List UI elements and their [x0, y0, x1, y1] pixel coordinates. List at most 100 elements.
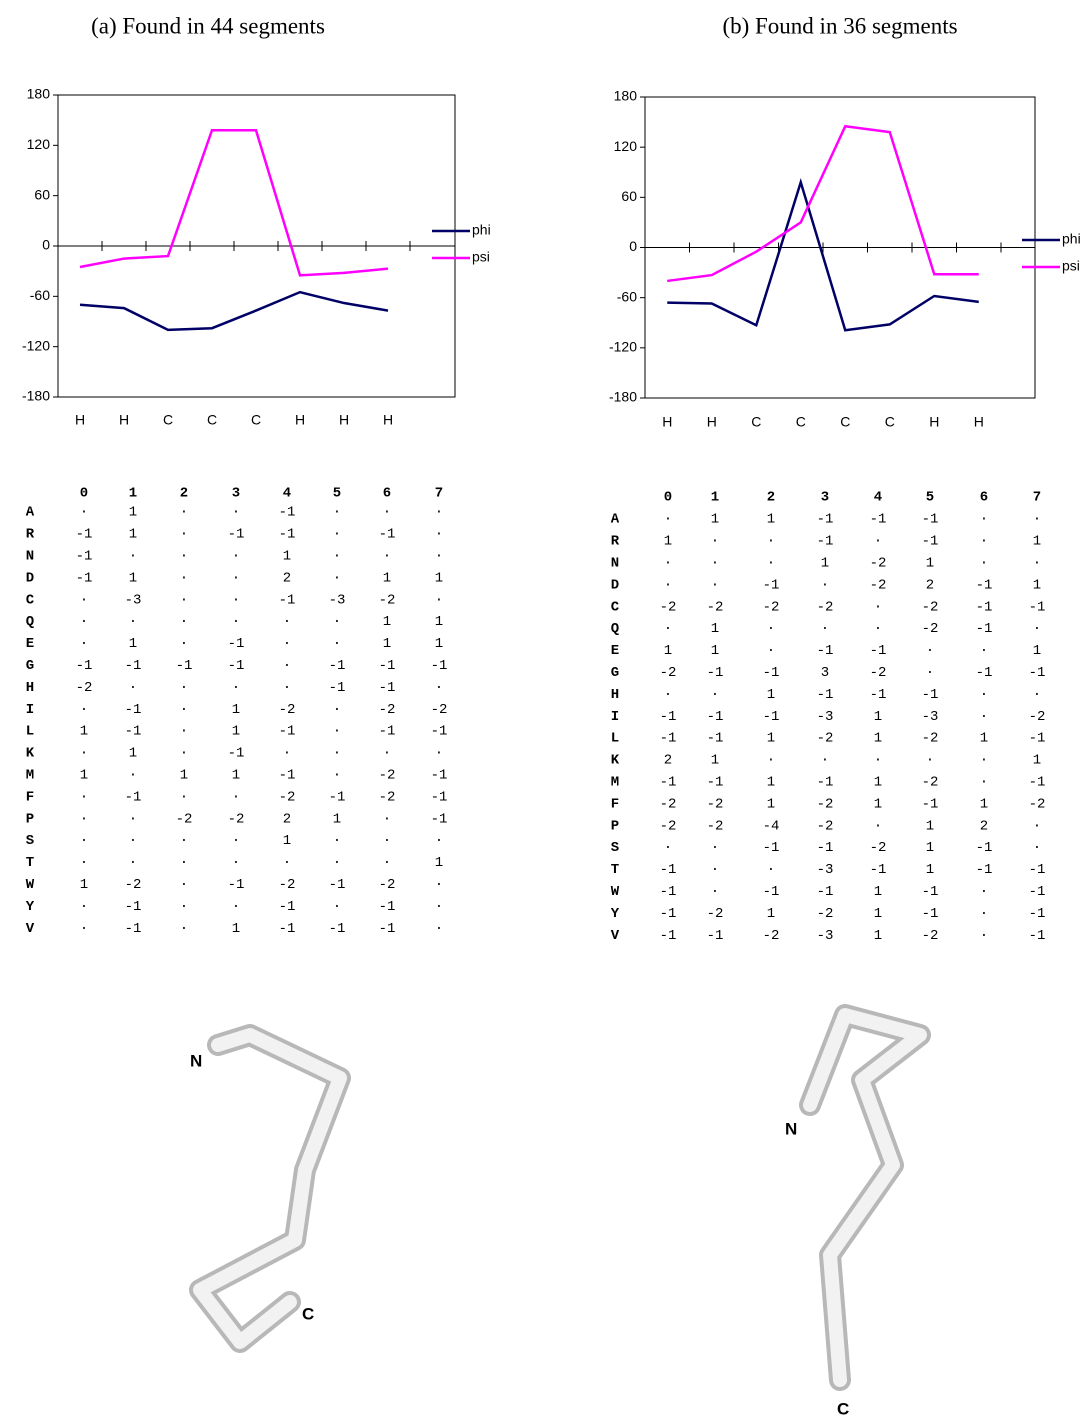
table-cell: ·	[333, 746, 341, 762]
table-cell: -2	[176, 811, 193, 827]
table-cell: ·	[80, 746, 88, 762]
table-cell: -2	[279, 702, 296, 718]
table-cell: ·	[980, 556, 988, 572]
table-cell: -1	[1029, 906, 1046, 922]
table-cell: ·	[333, 855, 341, 871]
table-cell: -1	[431, 811, 448, 827]
table-cell: -2	[922, 928, 939, 944]
table-cell: 1	[874, 796, 882, 812]
y-tick-label: -60	[30, 287, 50, 303]
table-cell: 1	[232, 702, 240, 718]
column-header: 3	[232, 486, 240, 502]
table-cell: 1	[232, 768, 240, 784]
table-cell: -1	[707, 709, 724, 725]
table-cell: -2	[379, 789, 396, 805]
table-cell: -1	[976, 599, 993, 615]
table-cell: -1	[922, 687, 939, 703]
table-cell: 1	[232, 724, 240, 740]
row-label: A	[26, 505, 35, 521]
table-cell: ·	[180, 855, 188, 871]
table-cell: -2	[707, 906, 724, 922]
table-cell: 1	[980, 731, 988, 747]
table-cell: ·	[333, 527, 341, 543]
row-label: S	[611, 840, 619, 856]
series-line	[667, 182, 979, 330]
table-cell: -2	[660, 796, 677, 812]
table-cell: ·	[664, 577, 672, 593]
table-cell: -2	[660, 818, 677, 834]
table-cell: 2	[283, 570, 291, 586]
table-cell: ·	[767, 556, 775, 572]
table-cell: -1	[660, 906, 677, 922]
table-cell: -1	[125, 702, 142, 718]
series-line	[80, 292, 388, 330]
column-header: 4	[283, 486, 291, 502]
table-cell: 1	[767, 796, 775, 812]
table-cell: ·	[821, 621, 829, 637]
table-cell: ·	[435, 592, 443, 608]
table-cell: -3	[125, 592, 142, 608]
table-cell: -1	[379, 658, 396, 674]
table-cell: ·	[283, 658, 291, 674]
table-cell: -1	[660, 775, 677, 791]
table-cell: -2	[870, 665, 887, 681]
table-cell: ·	[767, 621, 775, 637]
table-cell: ·	[80, 855, 88, 871]
table-cell: -1	[76, 570, 93, 586]
table-cell: 1	[711, 643, 719, 659]
table-cell: ·	[283, 855, 291, 871]
table-cell: ·	[232, 505, 240, 521]
c-terminus-label: C	[837, 1399, 849, 1418]
table-cell: -2	[379, 877, 396, 893]
table-cell: -2	[76, 680, 93, 696]
column-header: 0	[80, 486, 88, 502]
table-cell: 1	[664, 643, 672, 659]
table-cell: 1	[926, 818, 934, 834]
n-terminus-label: N	[190, 1051, 202, 1070]
table-cell: ·	[80, 811, 88, 827]
table-cell: ·	[283, 636, 291, 652]
table-cell: ·	[664, 621, 672, 637]
table-cell: -1	[763, 709, 780, 725]
row-label: S	[26, 833, 34, 849]
table-cell: ·	[333, 505, 341, 521]
x-tick-label: H	[339, 412, 349, 428]
x-tick-label: H	[929, 414, 939, 430]
table-cell: -1	[329, 680, 346, 696]
c-terminus-label: C	[302, 1304, 314, 1323]
table-cell: -1	[976, 577, 993, 593]
table-cell: -1	[763, 577, 780, 593]
table-cell: -1	[379, 921, 396, 937]
table-cell: ·	[874, 621, 882, 637]
table-cell: -1	[431, 724, 448, 740]
table-cell: 1	[874, 731, 882, 747]
table-cell: -2	[279, 877, 296, 893]
table-cell: 1	[767, 775, 775, 791]
table-cell: ·	[435, 877, 443, 893]
table-cell: 1	[711, 512, 719, 528]
table-cell: ·	[980, 906, 988, 922]
table-cell: -1	[228, 658, 245, 674]
row-label: Y	[611, 906, 620, 922]
table-cell: ·	[664, 687, 672, 703]
table-cell: 1	[874, 928, 882, 944]
table-cell: 1	[980, 796, 988, 812]
table-cell: -2	[817, 731, 834, 747]
table-cell: ·	[435, 680, 443, 696]
table-cell: -1	[1029, 665, 1046, 681]
row-label: C	[26, 592, 35, 608]
table-cell: 1	[283, 549, 291, 565]
table-cell: -1	[125, 658, 142, 674]
table-cell: ·	[180, 570, 188, 586]
column-header: 5	[333, 486, 341, 502]
table-cell: -1	[76, 527, 93, 543]
row-label: K	[611, 753, 620, 769]
table-cell: ·	[767, 534, 775, 550]
table-cell: -1	[922, 796, 939, 812]
table-cell: ·	[129, 680, 137, 696]
table-cell: ·	[767, 862, 775, 878]
table-cell: -2	[379, 592, 396, 608]
table-cell: -1	[329, 789, 346, 805]
table-cell: 1	[874, 884, 882, 900]
row-label: M	[26, 768, 34, 784]
